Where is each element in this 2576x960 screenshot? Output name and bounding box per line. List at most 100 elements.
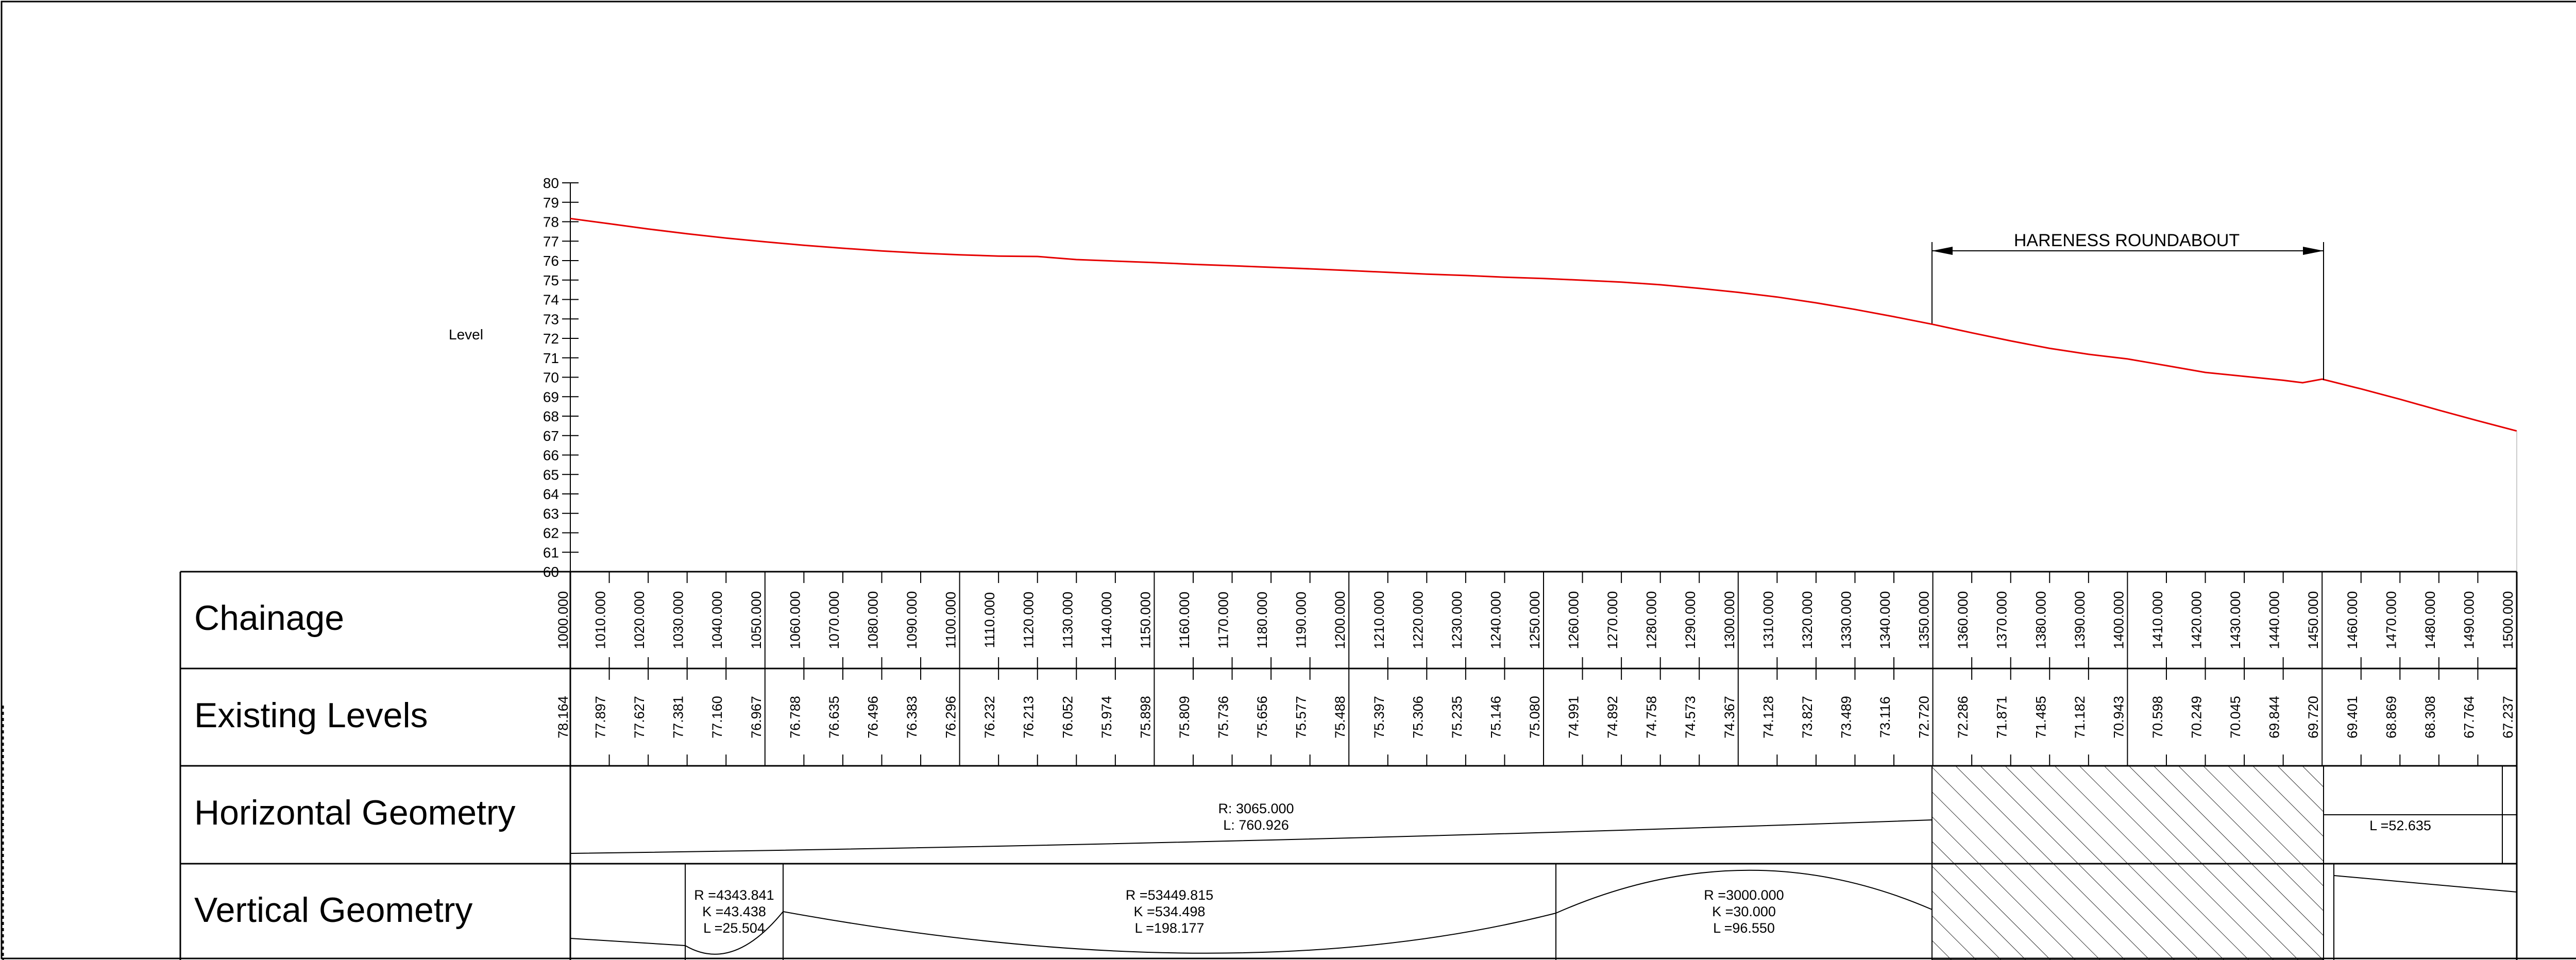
level-tick-label: 78: [543, 214, 559, 230]
existing-level-value: 74.573: [1683, 696, 1698, 739]
vertical-curve-1-radius: R =4343.841: [694, 887, 774, 903]
chainage-value: 1480.000: [2422, 591, 2438, 649]
vertical-curve-2-radius: R =53449.815: [1126, 887, 1213, 903]
level-tick-label: 76: [543, 253, 559, 269]
existing-level-value: 76.052: [1060, 696, 1075, 739]
hareness-roundabout-annotation: HARENESS ROUNDABOUT: [1931, 231, 2324, 380]
vertical-curve-1: [685, 911, 784, 955]
existing-level-value: 74.367: [1722, 696, 1737, 739]
annotation-label: HARENESS ROUNDABOUT: [2014, 231, 2240, 250]
chainage-value: 1020.000: [632, 591, 647, 649]
existing-level-value: 70.598: [2150, 696, 2165, 739]
level-axis: 80 79 78 77 76 75 74 73 72 71 70 69 68 67 66 65 64 63 62 61…: [543, 175, 579, 580]
chainage-value: 1250.000: [1527, 591, 1543, 649]
existing-level-value: 75.577: [1294, 696, 1309, 739]
chainage-value: 1010.000: [593, 591, 608, 649]
level-tick-label: 62: [543, 525, 559, 541]
existing-level-value: 77.381: [671, 696, 686, 739]
existing-level-value: 76.496: [865, 696, 880, 739]
existing-level-value: 75.146: [1488, 696, 1503, 739]
chainage-value: 1070.000: [826, 591, 842, 649]
chainage-value: 1080.000: [865, 591, 880, 649]
existing-level-line: [570, 217, 2517, 432]
chainage-value: 1400.000: [2111, 591, 2126, 649]
chainage-value: 1100.000: [943, 592, 959, 649]
chainage-value: 1140.000: [1099, 592, 1114, 649]
existing-level-value: 71.182: [2072, 696, 2088, 739]
existing-level-value: 75.898: [1138, 696, 1153, 739]
chainage-value: 1500.000: [2500, 591, 2516, 649]
existing-level-value: 77.627: [632, 696, 647, 739]
chainage-value: 1130.000: [1060, 592, 1075, 649]
row-label-vertical-geometry: Vertical Geometry: [194, 890, 472, 930]
horizontal-straight-length: L =52.635: [2369, 818, 2431, 833]
level-tick-label: 80: [543, 175, 559, 191]
chainage-value: 1190.000: [1294, 592, 1309, 649]
level-tick-label: 64: [543, 486, 559, 502]
chainage-value: 1060.000: [787, 591, 803, 649]
chainage-value: 1160.000: [1177, 592, 1192, 649]
existing-level-value: 76.788: [787, 696, 803, 739]
existing-level-value: 75.974: [1099, 696, 1114, 739]
horizontal-curve-radius: R: 3065.000: [1218, 801, 1294, 816]
existing-level-value: 68.869: [2383, 696, 2399, 739]
existing-level-value: 69.401: [2345, 696, 2360, 739]
chainage-value: 1220.000: [1410, 591, 1426, 649]
existing-level-value: 67.237: [2500, 696, 2516, 739]
chainage-value: 1230.000: [1449, 591, 1465, 649]
chainage-value: 1170.000: [1216, 592, 1231, 649]
level-tick-label: 75: [543, 272, 559, 288]
chainage-value: 1390.000: [2072, 591, 2088, 649]
chainage-value: 1090.000: [904, 591, 920, 649]
chainage-value: 1300.000: [1722, 591, 1737, 649]
horizontal-curve-line: [570, 819, 1933, 854]
existing-level-value: 74.892: [1605, 696, 1620, 739]
existing-level-value: 74.991: [1566, 696, 1582, 739]
row-label-horizontal-geometry: Horizontal Geometry: [194, 793, 516, 832]
chainage-value: 1120.000: [1021, 592, 1037, 649]
existing-level-value: 75.736: [1216, 696, 1231, 739]
existing-level-value: 69.844: [2267, 696, 2282, 739]
chainage-value: 1320.000: [1800, 591, 1815, 649]
chainage-value: 1470.000: [2383, 591, 2399, 649]
existing-level-value: 71.485: [2033, 696, 2048, 739]
existing-level-value: 76.383: [904, 696, 920, 739]
existing-level-value: 76.635: [826, 696, 842, 739]
existing-level-value: 78.164: [555, 696, 571, 739]
existing-level-value: 75.397: [1371, 696, 1387, 739]
horizontal-roundabout-hatch: [1931, 765, 2324, 864]
chainage-value: 1430.000: [2228, 591, 2243, 649]
existing-level-value: 73.489: [1838, 696, 1854, 739]
chainage-value: 1490.000: [2461, 591, 2477, 649]
existing-level-value: 71.871: [1994, 696, 2010, 739]
chainage-value: 1050.000: [749, 591, 764, 649]
level-tick-label: 70: [543, 370, 559, 386]
existing-level-value: 74.758: [1644, 696, 1659, 739]
existing-level-value: 75.235: [1449, 696, 1465, 739]
existing-level-value: 70.045: [2228, 696, 2243, 739]
chainage-value: 1110.000: [982, 592, 997, 648]
existing-level-value: 70.943: [2111, 696, 2126, 739]
existing-level-value: 67.764: [2461, 696, 2477, 739]
chainage-value: 1370.000: [1994, 591, 2010, 649]
vertical-curve-3: [1555, 869, 1933, 914]
vertical-curve-3-radius: R =3000.000: [1704, 887, 1784, 903]
existing-level-value: 76.232: [982, 696, 997, 739]
level-tick-label: 72: [543, 331, 559, 347]
level-tick-label: 79: [543, 195, 559, 211]
vertical-curve-1-length: L =25.504: [703, 920, 765, 936]
level-tick-label: 68: [543, 408, 559, 424]
level-tick-label: 69: [543, 389, 559, 405]
existing-level-profile: [570, 217, 2517, 572]
existing-level-value: 68.308: [2422, 696, 2438, 739]
annotation-left-arrow: [1932, 247, 1953, 255]
chainage-value: 1460.000: [2345, 591, 2360, 649]
vertical-curve-3-k: K =30.000: [1712, 904, 1776, 919]
existing-level-value: 75.809: [1177, 696, 1192, 739]
level-tick-label: 61: [543, 544, 559, 560]
chainage-value: 1420.000: [2189, 591, 2205, 649]
vertical-grade-2: [2333, 875, 2517, 893]
existing-level-value: 77.897: [593, 696, 608, 739]
chainage-value: 1340.000: [1877, 591, 1893, 649]
